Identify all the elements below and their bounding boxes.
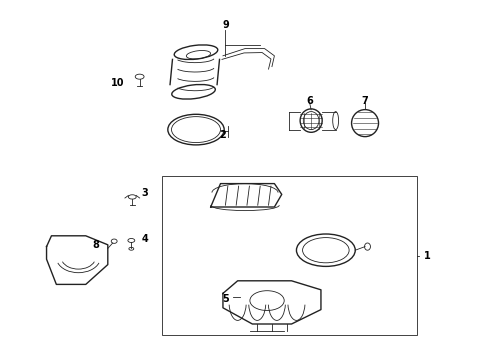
Text: 8: 8 <box>92 240 99 250</box>
Text: 6: 6 <box>306 96 313 106</box>
Text: 9: 9 <box>222 20 229 30</box>
Text: 3: 3 <box>141 188 148 198</box>
Text: 7: 7 <box>362 96 368 106</box>
Text: 4: 4 <box>141 234 148 244</box>
Text: 10: 10 <box>111 78 124 88</box>
Bar <box>162 176 416 335</box>
Text: 2: 2 <box>220 130 226 140</box>
Text: 1: 1 <box>424 251 431 261</box>
Text: 5: 5 <box>222 294 229 304</box>
